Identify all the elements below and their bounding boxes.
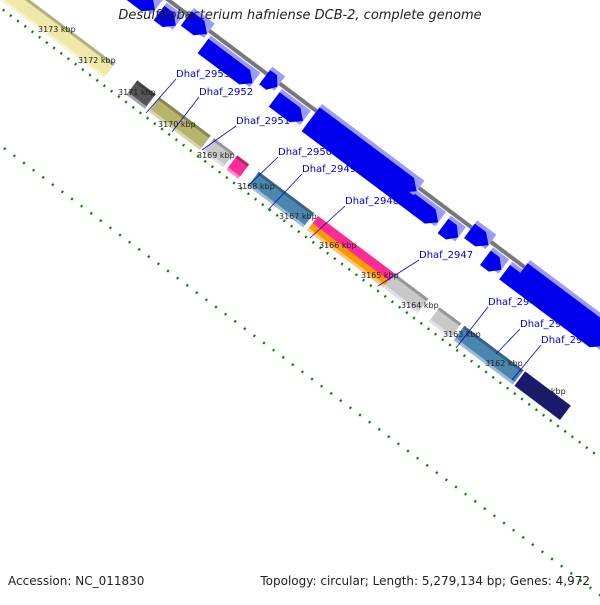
gene-leader-line [511, 344, 542, 381]
gene-label: Dhaf_2944 [541, 335, 595, 346]
cds-arrow [180, 11, 207, 36]
gene-block-edge [212, 138, 234, 156]
tick-label: 3172 kbp [78, 56, 116, 65]
gene-block [148, 97, 211, 150]
gene-block [514, 371, 571, 420]
cds-arrow [499, 265, 600, 348]
tick-label: 3166 kbp [319, 241, 357, 250]
tick-label: 3168 kbp [237, 182, 275, 191]
gene-block [0, 0, 115, 78]
gene-leader-line [309, 205, 346, 239]
gene-leader-line [247, 156, 279, 187]
gene-block-edge [235, 155, 250, 167]
gene-block [203, 138, 234, 168]
gene-block [383, 273, 429, 314]
gene-block-highlight [428, 319, 453, 338]
cds-arrow [126, 0, 155, 12]
tick-label: 3167 kbp [279, 212, 317, 221]
gene-label: Dhaf_2947 [419, 250, 473, 261]
gene-block-edge [25, 0, 115, 66]
cds-arrow [464, 223, 489, 247]
map-title: Desulfitobacterium hafniense DCB-2, comp… [118, 8, 482, 23]
genome-summary: Topology: circular; Length: 5,279,134 bp… [260, 574, 590, 588]
gene-block-edge [462, 325, 524, 373]
gene-block-edge [135, 80, 156, 97]
tick-label: 3165 kbp [361, 271, 399, 280]
gene-leader-line [495, 328, 521, 355]
gene-block-edge [437, 307, 462, 326]
gene-label: Dhaf_2952 [199, 87, 253, 98]
tick-label: 3161 kbp [528, 387, 566, 396]
gene-block-edge [257, 171, 314, 216]
tick-label: 3162 kbp [485, 359, 523, 368]
cds-arrow [259, 70, 278, 90]
gene-block-highlight [453, 337, 515, 385]
gene-block-highlight [226, 167, 241, 179]
cds-arrow [268, 92, 303, 123]
tick-label: 3173 kbp [38, 25, 76, 34]
gene-leader-line [201, 125, 237, 151]
tick-label: 3171 kbp [118, 88, 156, 97]
gene-block [226, 155, 250, 179]
gene-block-highlight [307, 228, 386, 288]
gene-leader-line [455, 306, 489, 349]
cds-arrow [437, 218, 459, 240]
cds-arrow [308, 107, 417, 193]
gene-leader-line [377, 259, 420, 287]
tick-label: 3164 kbp [401, 301, 439, 310]
gene-block [248, 171, 314, 228]
gene-block-highlight [203, 150, 225, 168]
gene-block-edge [392, 273, 429, 302]
gene-block [126, 80, 156, 109]
gene-block [428, 307, 462, 338]
cds-arrow [516, 263, 600, 338]
cds-arrow [480, 250, 502, 272]
backbone-line [164, 0, 600, 327]
cds-arrow [153, 5, 176, 28]
gene-label: Dhaf_2945 [520, 319, 574, 330]
gene-label: Dhaf_2948 [345, 196, 399, 207]
gene-block-edge [157, 97, 211, 138]
accession-label: Accession: NC_011830 [8, 574, 145, 588]
gene-block-highlight [148, 109, 202, 150]
gene-block-highlight [0, 0, 106, 78]
cds-arrow [301, 116, 439, 224]
gene-block [312, 216, 395, 281]
gene-block-highlight [248, 183, 305, 228]
tick-label: 3163 kbp [443, 330, 481, 339]
gene-block-highlight [126, 92, 147, 109]
gene-label: Dhaf_2953 [176, 69, 230, 80]
gene-label: Dhaf_2949 [302, 164, 356, 175]
gene-leader-line [145, 78, 177, 114]
tick-label: 3170 kbp [158, 120, 196, 129]
tick-label: 3169 kbp [197, 151, 235, 160]
gene-leader-line [171, 96, 200, 133]
gene-label: Dhaf_2950 [278, 147, 332, 158]
cds-arrow [197, 38, 253, 85]
gene-block [453, 325, 524, 385]
gene-leader-line [267, 173, 303, 211]
gene-label: Dhaf_2946 [488, 297, 542, 308]
gene-block-highlight [383, 285, 420, 314]
gene-label: Dhaf_2951 [236, 116, 290, 127]
